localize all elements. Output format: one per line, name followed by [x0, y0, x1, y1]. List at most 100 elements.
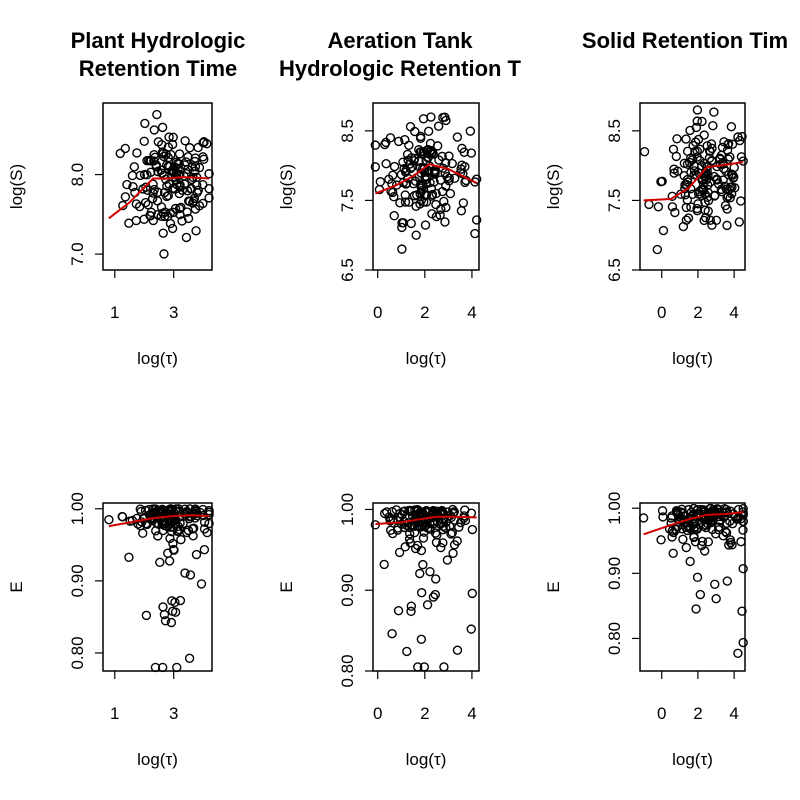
- data-point: [191, 226, 201, 236]
- data-point: [418, 533, 429, 543]
- data-point: [409, 191, 420, 201]
- data-point: [436, 542, 446, 553]
- data-point: [154, 519, 164, 529]
- data-point: [181, 232, 192, 243]
- x-axis-label: log(τ): [672, 349, 713, 368]
- data-point: [204, 518, 214, 529]
- data-point: [412, 506, 423, 517]
- data-point: [466, 624, 476, 634]
- data-point: [408, 178, 419, 189]
- data-point: [721, 528, 732, 538]
- x-tick-label: 2: [693, 303, 702, 322]
- data-point: [404, 534, 415, 544]
- data-point: [726, 122, 737, 132]
- data-point: [423, 126, 434, 136]
- y-tick-label: 8.5: [605, 119, 624, 143]
- data-point: [445, 188, 456, 199]
- smoother-line: [375, 163, 478, 195]
- y-tick-label: 1.00: [338, 493, 357, 526]
- data-point: [709, 191, 720, 201]
- y-tick-label: 0.90: [68, 564, 87, 597]
- x-axis-label: log(τ): [137, 750, 178, 769]
- data-point: [185, 143, 195, 153]
- x-tick-label: 0: [373, 704, 382, 723]
- data-point: [141, 610, 152, 621]
- data-point: [382, 507, 392, 517]
- panel-title-line: Aeration Tank: [327, 28, 473, 53]
- data-point: [381, 137, 391, 148]
- data-point: [710, 579, 720, 589]
- data-point: [416, 588, 427, 598]
- data-point: [129, 162, 140, 172]
- data-point: [131, 215, 141, 226]
- data-point: [734, 217, 745, 227]
- data-point: [400, 197, 411, 207]
- data-point: [425, 177, 435, 188]
- data-point: [688, 154, 698, 164]
- data-point: [400, 134, 410, 145]
- data-point: [679, 171, 689, 181]
- data-point: [159, 187, 170, 198]
- data-point: [470, 228, 480, 239]
- y-axis-label: E: [277, 581, 296, 592]
- data-point: [387, 629, 397, 639]
- data-point: [394, 547, 405, 558]
- data-point: [397, 222, 407, 233]
- data-point: [411, 230, 421, 240]
- data-point: [448, 548, 458, 558]
- data-point: [692, 116, 702, 126]
- data-point: [431, 211, 442, 222]
- data-point: [693, 134, 704, 145]
- data-point: [395, 198, 405, 208]
- data-point: [441, 181, 451, 191]
- panel-title-line: Retention Time: [79, 56, 238, 81]
- data-point: [432, 530, 442, 540]
- data-point: [124, 552, 134, 563]
- x-tick-label: 4: [467, 303, 476, 322]
- y-tick-label: 6.5: [338, 258, 357, 282]
- data-point: [456, 206, 467, 216]
- panel-3: Solid Retention Tim 0 2 4 6.5 7.5 8.5 log(τ) log…: [544, 28, 788, 368]
- data-point: [705, 215, 716, 225]
- scatter-points: [115, 109, 214, 259]
- x-tick-label: 4: [467, 704, 476, 723]
- data-point: [708, 121, 718, 131]
- data-point: [140, 118, 150, 129]
- data-point: [381, 159, 391, 169]
- data-point: [657, 506, 668, 516]
- data-point: [169, 545, 179, 555]
- data-point: [431, 199, 441, 210]
- data-point: [370, 520, 381, 530]
- data-point: [145, 167, 156, 178]
- data-point: [155, 557, 165, 568]
- data-point: [459, 147, 469, 157]
- data-point: [709, 171, 719, 182]
- y-tick-label: 8.5: [338, 119, 357, 143]
- data-point: [682, 159, 693, 169]
- data-point: [176, 534, 186, 545]
- data-point: [722, 220, 732, 231]
- panel-6: 0 2 4 0.80 0.90 1.00 log(τ) E: [544, 492, 748, 769]
- data-point: [656, 535, 666, 545]
- x-axis-label: log(τ): [406, 750, 447, 769]
- data-point: [153, 531, 163, 541]
- y-tick-label: 0.90: [605, 557, 624, 590]
- data-point: [427, 209, 437, 219]
- data-point: [441, 202, 451, 213]
- data-point: [164, 132, 174, 142]
- data-point: [673, 166, 683, 176]
- data-point: [727, 139, 738, 149]
- data-point: [199, 544, 210, 555]
- y-axis-label: log(S): [277, 164, 296, 209]
- data-point: [433, 121, 444, 131]
- y-tick-label: 6.5: [605, 258, 624, 282]
- data-point: [438, 538, 448, 548]
- data-point: [737, 606, 747, 616]
- data-point: [184, 653, 195, 664]
- scatter-points: [639, 105, 748, 255]
- smoother-line: [108, 175, 210, 220]
- data-point: [404, 197, 414, 207]
- data-point: [196, 579, 207, 589]
- data-point: [420, 220, 431, 230]
- data-point: [404, 522, 415, 533]
